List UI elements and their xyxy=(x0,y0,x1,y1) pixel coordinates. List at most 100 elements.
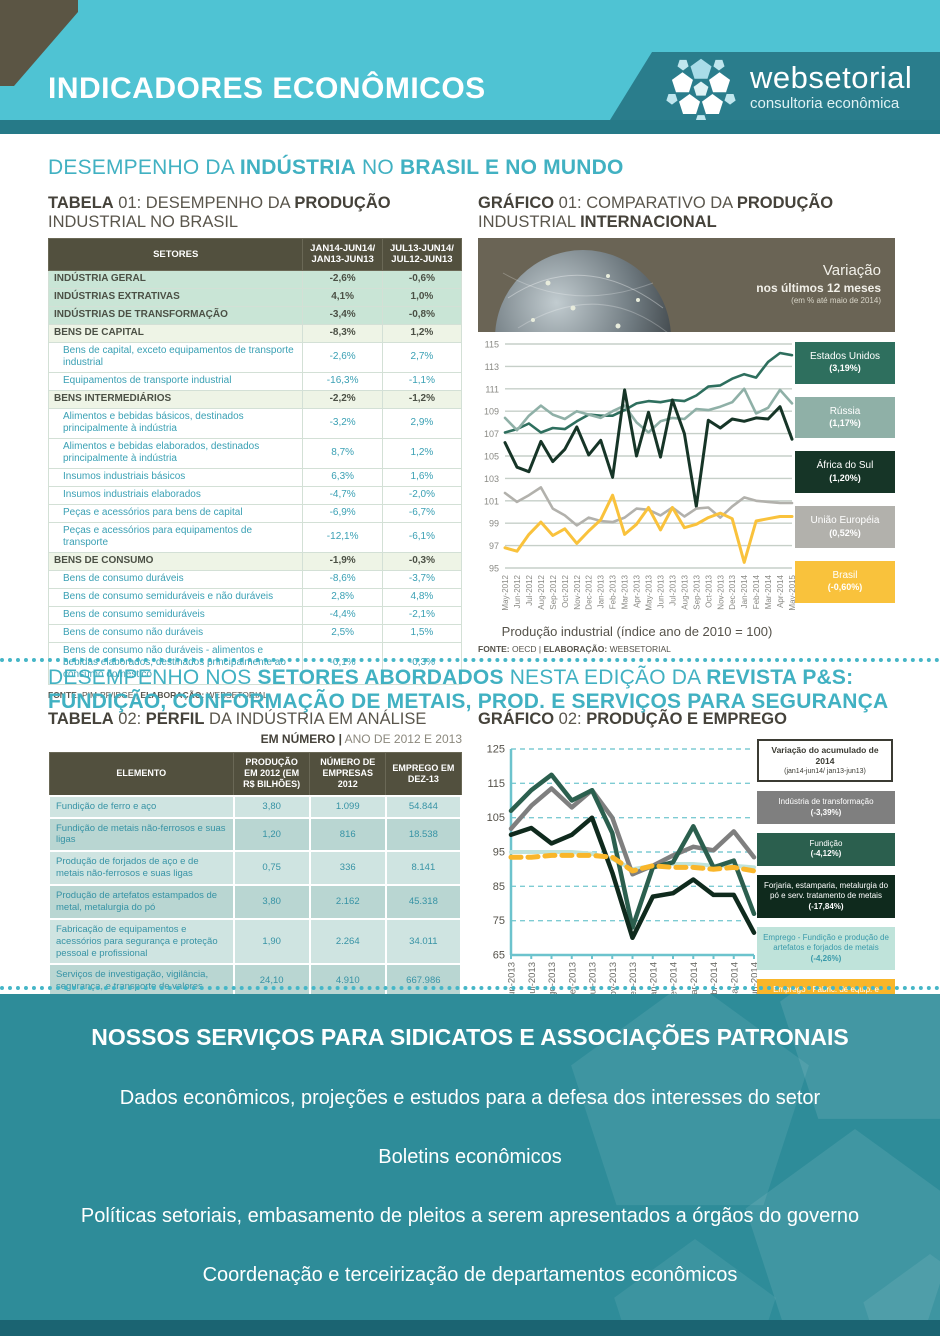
row-value-1: 3,80 xyxy=(232,794,311,819)
legend-label: Indústria de transformação xyxy=(778,797,874,807)
table-row: Bens de consumo duráveis -8,6% -3,7% xyxy=(47,569,463,589)
svg-text:Apr-2013: Apr-2013 xyxy=(633,574,642,607)
row-value-1: -16,3% xyxy=(302,371,383,391)
svg-text:Apr-2014: Apr-2014 xyxy=(776,574,785,607)
svg-text:107: 107 xyxy=(484,429,499,439)
row-value-1: 1,20 xyxy=(232,816,311,853)
legend-item: África do Sul (1,20%) xyxy=(795,451,895,494)
svg-text:85: 85 xyxy=(493,881,505,893)
row-value-1: 4,1% xyxy=(302,287,383,307)
svg-text:115: 115 xyxy=(487,778,505,790)
row-label: Alimentos e bebidas básicos, destinados … xyxy=(47,407,304,439)
grafico-01-title-part: 01: COMPARATIVO DA xyxy=(554,194,737,212)
tabela-01-block: TABELA 01: DESEMPENHO DA PRODUÇÃO INDUST… xyxy=(47,194,463,700)
row-value-1: 0,75 xyxy=(232,850,311,887)
svg-text:75: 75 xyxy=(493,915,505,927)
tabela-02-block: TABELA 02: PERFIL DA INDÚSTRIA EM ANÁLIS… xyxy=(48,710,463,1014)
legend-label: União Européia xyxy=(810,515,880,527)
section1-title-part: NO xyxy=(355,156,400,179)
svg-text:May-2012: May-2012 xyxy=(501,574,510,610)
fonte-text: OECD | xyxy=(509,643,544,654)
row-value-1: -1,9% xyxy=(302,551,383,571)
svg-text:fev-2014: fev-2014 xyxy=(669,962,680,999)
row-value-1: -2,6% xyxy=(302,341,383,373)
tabela-01-col-header: JUL13-JUN14/ JUL12-JUN13 xyxy=(381,237,463,271)
svg-text:jul-2013: jul-2013 xyxy=(527,962,538,997)
tabela-01-title-part: TABELA xyxy=(48,194,114,212)
row-value-2: -0,6% xyxy=(381,269,463,289)
row-label: Bens de consumo semiduráveis xyxy=(47,605,304,625)
legend-value: (1,20%) xyxy=(829,472,861,483)
legend-value: (0,52%) xyxy=(829,527,861,538)
grafico-01-block: GRÁFICO 01: COMPARATIVO DA PRODUÇÃO INDU… xyxy=(478,194,895,654)
svg-text:jun-2014: jun-2014 xyxy=(750,962,757,1000)
fonte-label: FONTE: xyxy=(478,643,510,654)
legend-label: África do Sul xyxy=(816,460,874,472)
tabela-02-title-part: DA INDÚSTRIA EM ANÁLISE xyxy=(204,710,427,728)
tabela-02-subtitle: EM NÚMERO | ANO DE 2012 E 2013 xyxy=(48,732,462,746)
svg-text:Mar-2013: Mar-2013 xyxy=(621,574,630,609)
row-label: Insumos industriais elaborados xyxy=(47,485,304,505)
banner-caption: Variação nos últimos 12 meses (em % até … xyxy=(756,262,881,306)
section2-title-part: REVISTA P&S: xyxy=(706,666,854,689)
legend-item: Indústria de transformação (-3,39%) xyxy=(757,791,895,824)
row-label: INDÚSTRIAS EXTRATIVAS xyxy=(47,287,304,307)
tabela-01-title-part: 01: DESEMPENHO DA xyxy=(113,194,295,212)
svg-text:Dec-2013: Dec-2013 xyxy=(728,574,737,609)
table-row: Alimentos e bebidas básicos, destinados … xyxy=(47,407,463,439)
grafico-02-chart-row: 65 75 85 95 105 115 125 jun-2013 jul-2013 ago-201… xyxy=(478,738,895,1031)
table-row: Insumos industriais básicos 6,3% 1,6% xyxy=(47,467,463,487)
row-value-2: -3,7% xyxy=(381,569,463,589)
svg-text:95: 95 xyxy=(489,563,499,573)
fonte-label: ELABORAÇÃO: xyxy=(140,689,205,700)
tabela-02-title-part: PERFIL xyxy=(145,710,205,728)
row-label: BENS DE CAPITAL xyxy=(47,323,304,343)
row-label: Bens de consumo duráveis xyxy=(47,569,304,589)
row-value-3: 54.844 xyxy=(384,794,463,819)
row-value-1: -8,6% xyxy=(302,569,383,589)
svg-text:Oct-2013: Oct-2013 xyxy=(704,574,713,607)
svg-text:109: 109 xyxy=(484,407,499,417)
svg-text:Sep-2013: Sep-2013 xyxy=(692,574,701,609)
separator-dotted xyxy=(0,658,940,662)
grafico-02-title-part: PRODUÇÃO E EMPREGO xyxy=(586,710,787,728)
section2-title-part: FUNDIÇÃO, CONFORMAÇÃO DE METAIS, PROD. E… xyxy=(48,690,889,714)
row-value-3: 34.011 xyxy=(384,917,463,966)
row-value-3: 45.318 xyxy=(384,884,463,920)
row-value-1: -0,1% xyxy=(302,641,383,685)
row-label: BENS DE CONSUMO xyxy=(47,551,304,571)
table-row: Fundição de metais não-ferrosos e suas l… xyxy=(48,816,463,853)
legend-title-line: Variação do acumulado de 2014 xyxy=(771,744,879,767)
row-value-1: -12,1% xyxy=(302,521,383,553)
row-value-1: -2,2% xyxy=(302,389,383,409)
tabela-02-title: TABELA 02: PERFIL DA INDÚSTRIA EM ANÁLIS… xyxy=(48,710,462,729)
svg-text:abr-2014: abr-2014 xyxy=(709,962,720,1000)
tabela-01-col-header: SETORES xyxy=(47,237,304,271)
service-line: Políticas setoriais, embasamento de plei… xyxy=(80,1205,860,1227)
section2-title-part: DESEMPENHO NOS xyxy=(48,666,258,689)
row-value-2: 2.264 xyxy=(308,917,387,966)
row-value-1: 2,5% xyxy=(302,623,383,643)
svg-text:Nov-2013: Nov-2013 xyxy=(716,574,725,609)
row-value-3: 18.538 xyxy=(384,816,463,853)
tabela-02-title-part: TABELA xyxy=(48,710,114,728)
legend-value: (-17,84%) xyxy=(808,901,844,911)
svg-text:ago-2013: ago-2013 xyxy=(547,962,558,1002)
tabela-01-col-header: JAN14-JUN14/ JAN13-JUN13 xyxy=(302,237,383,271)
page-title: INDICADORES ECONÔMICOS xyxy=(48,72,486,105)
tabela-01-fonte: FONTE: PIM-PF/IBGE | ELABORAÇÃO: WEBSETO… xyxy=(48,690,462,700)
svg-text:103: 103 xyxy=(484,474,499,484)
legend-item: Estados Unidos (3,19%) xyxy=(795,341,895,384)
row-label: Produção de artefatos estampados de meta… xyxy=(48,884,235,920)
row-value-1: 1,90 xyxy=(232,917,311,966)
tabela-02-col-header: ELEMENTO xyxy=(48,751,235,797)
grafico-02-legend-title: Variação do acumulado de 2014 (jan14-jun… xyxy=(757,738,893,783)
row-value-2: 2.162 xyxy=(308,884,387,920)
row-value-2: -6,7% xyxy=(381,503,463,523)
table-row: BENS DE CAPITAL -8,3% 1,2% xyxy=(47,323,463,343)
grafico-01-fonte: FONTE: OECD | ELABORAÇÃO: WEBSETORIAL xyxy=(478,644,895,654)
row-label: Peças e acessórios para equipamentos de … xyxy=(47,521,304,553)
row-value-1: -3,2% xyxy=(302,407,383,439)
row-value-2: 4.910 xyxy=(308,963,387,1000)
table-row: Peças e acessórios para equipamentos de … xyxy=(47,521,463,553)
